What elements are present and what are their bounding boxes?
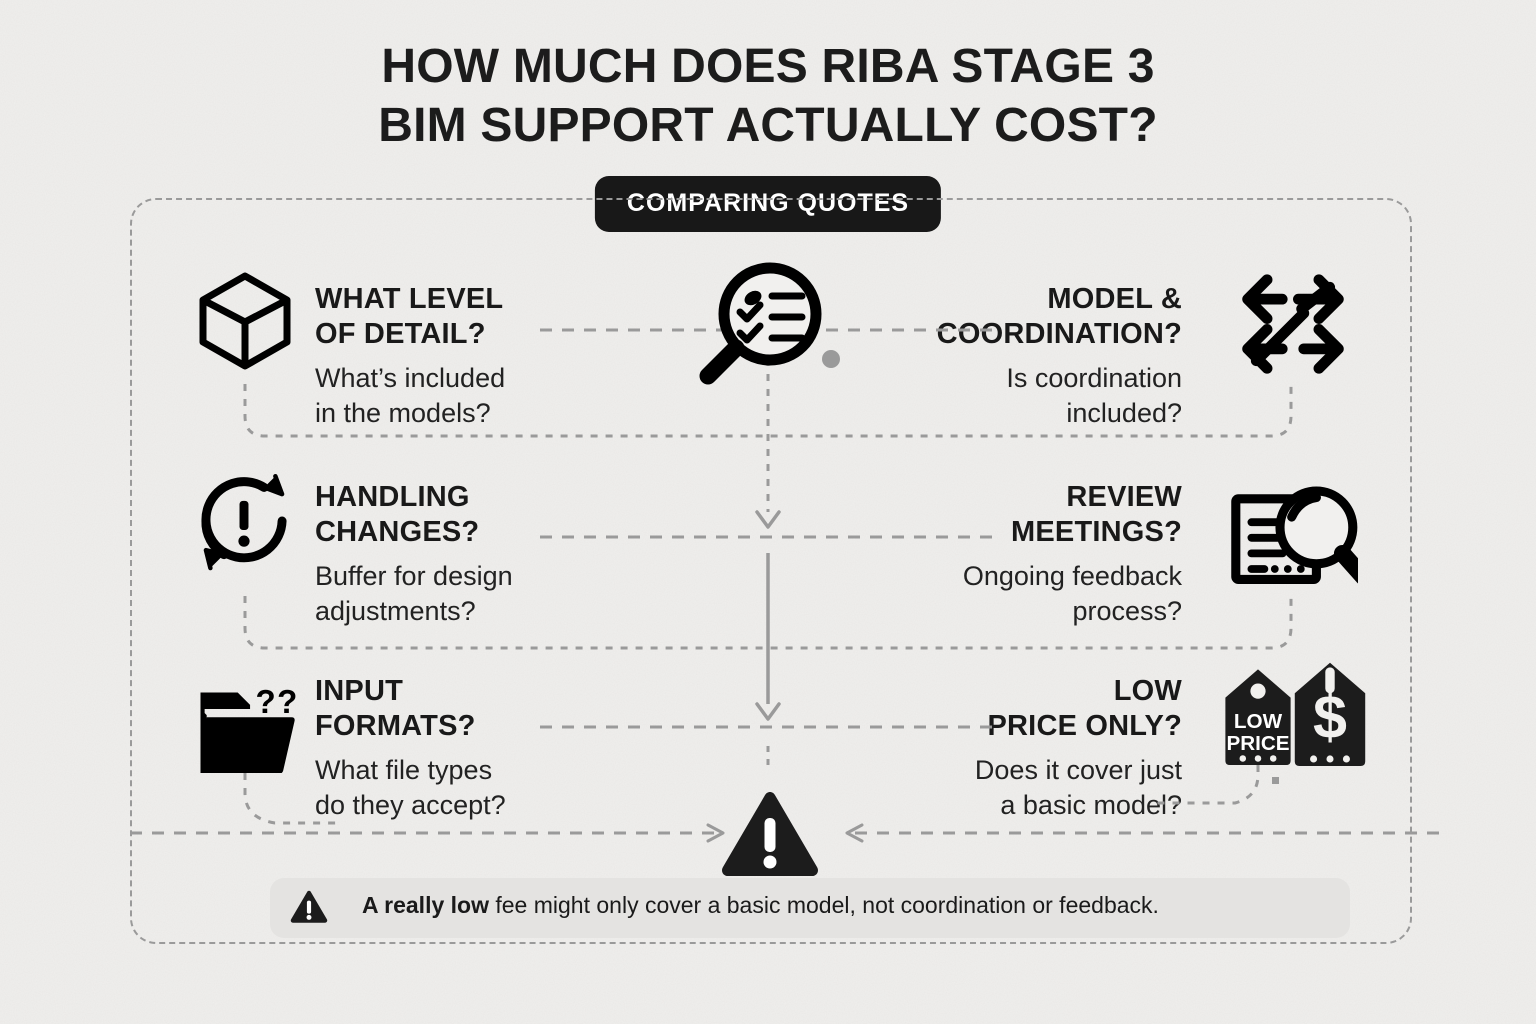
svg-text:?: ? [255,684,275,721]
svg-text:LOW: LOW [1234,710,1283,733]
svg-text:$: $ [1313,683,1347,751]
svg-text:PRICE: PRICE [1226,732,1289,755]
svg-text:?: ? [277,684,297,721]
